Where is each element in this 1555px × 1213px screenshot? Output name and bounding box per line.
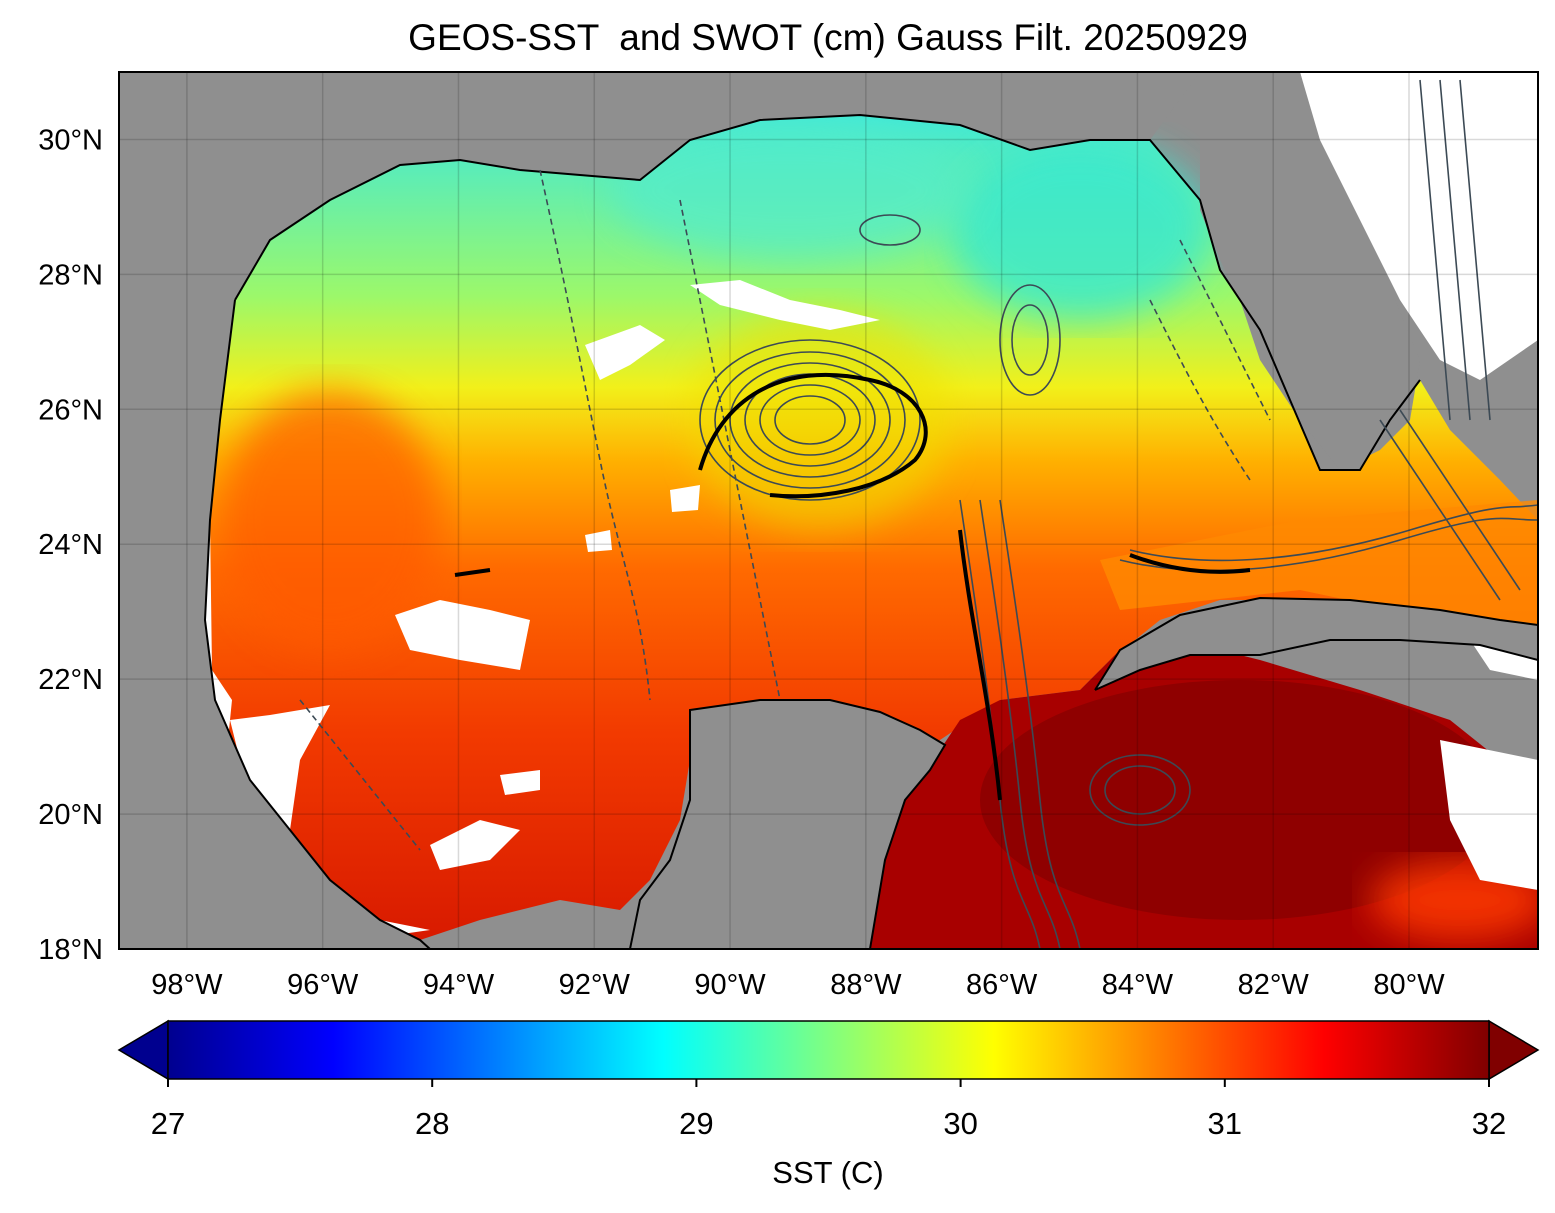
colorbar: 27 28 29 30 31 32 SST (C) [117, 1019, 1540, 1190]
florida-peninsula [1200, 72, 1420, 470]
colorbar-tick-label: 30 [943, 1106, 977, 1141]
colorbar-tick-label: 27 [151, 1106, 185, 1141]
lon-tick-label: 88°W [830, 969, 902, 1001]
lat-tick-label: 30°N [38, 124, 103, 156]
lon-tick-label: 90°W [694, 969, 766, 1001]
colorbar-tick-label: 32 [1472, 1106, 1506, 1141]
colorbar-tick-label: 29 [679, 1106, 713, 1141]
lon-tick-label: 82°W [1238, 969, 1310, 1001]
lon-tick-label: 98°W [151, 969, 223, 1001]
lat-tick-label: 24°N [38, 529, 103, 561]
coastline [234, 113, 1421, 471]
colorbar-gradient [167, 1020, 1490, 1080]
cuba [1095, 598, 1538, 690]
gulf-ocean-field [205, 115, 1538, 940]
lat-tick-label: 28°N [38, 259, 103, 291]
yucatan [630, 700, 945, 949]
lat-tick-label: 20°N [38, 799, 103, 831]
lon-tick-label: 86°W [966, 969, 1038, 1001]
lat-tick-label: 26°N [38, 394, 103, 426]
colorbar-label: SST (C) [772, 1155, 883, 1190]
lon-tick-label: 84°W [1102, 969, 1174, 1001]
colorbar-extend-high [1488, 1019, 1540, 1081]
cloud-masks [205, 72, 1538, 940]
lat-tick-label: 18°N [38, 934, 103, 966]
lat-tick-label: 22°N [38, 664, 103, 696]
lon-tick-label: 92°W [559, 969, 631, 1001]
colorbar-tick-label: 31 [1208, 1106, 1242, 1141]
lon-tick-label: 80°W [1373, 969, 1445, 1001]
colorbar-tick-label: 28 [415, 1106, 449, 1141]
colorbar-extend-low [117, 1019, 169, 1081]
lon-tick-labels: 98°W 96°W 94°W 92°W 90°W 88°W 86°W 84°W 82°W 80°W [151, 969, 1445, 1001]
map-panel [119, 72, 1538, 949]
figure-title: GEOS-SST and SWOT (cm) Gauss Filt. 20250… [408, 17, 1248, 58]
lon-tick-label: 94°W [423, 969, 495, 1001]
lon-tick-label: 96°W [287, 969, 359, 1001]
lat-tick-labels: 18°N 20°N 22°N 24°N 26°N 28°N 30°N [38, 124, 103, 966]
map-gridlines [119, 72, 1538, 949]
map-frame [118, 71, 1539, 950]
